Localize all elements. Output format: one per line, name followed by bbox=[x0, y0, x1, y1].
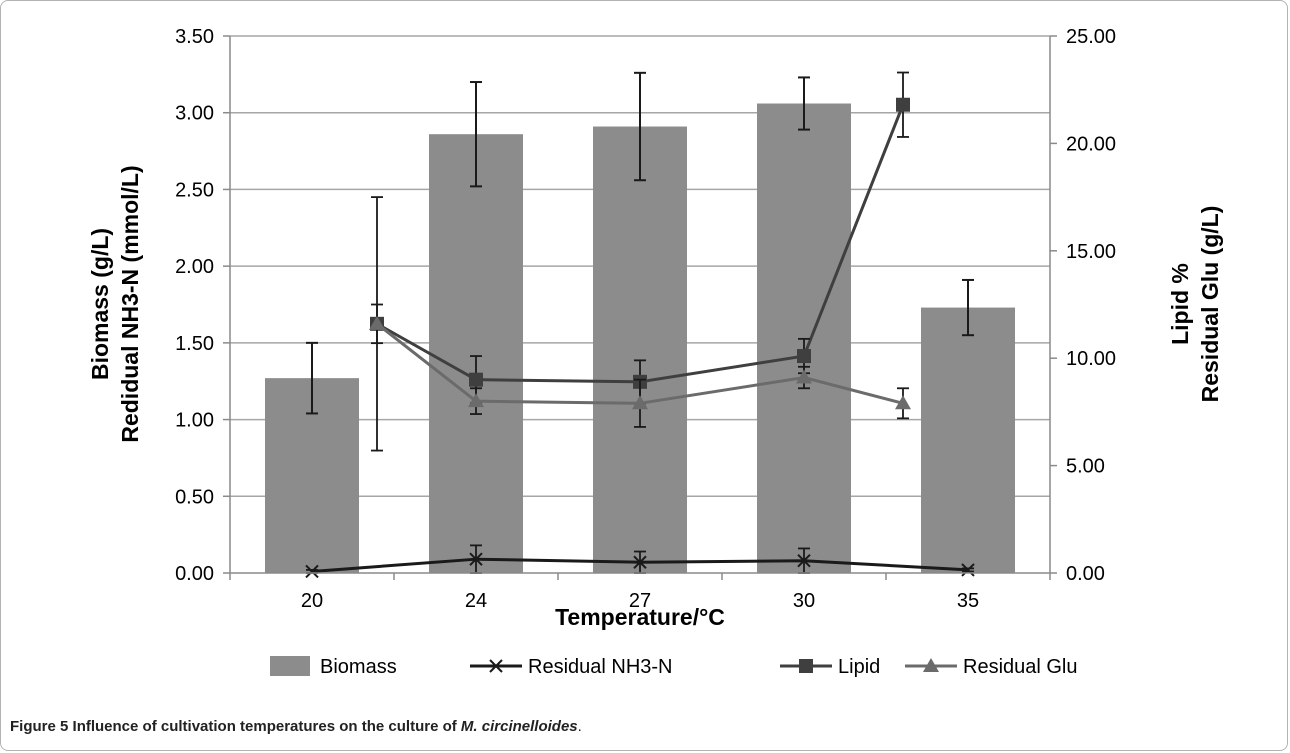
left-tick-label: 0.00 bbox=[175, 563, 214, 585]
x-marker-stroke bbox=[961, 563, 975, 577]
legend-item-residual-glu: Residual Glu bbox=[905, 656, 1078, 678]
left-axis-title-line2: Redidual NH3-N (mmol/L) bbox=[117, 165, 143, 442]
caption-label: Figure 5 bbox=[10, 718, 69, 735]
legend: Biomass Residual NH3-N Lipid Residual Glu bbox=[270, 656, 1078, 678]
grid-layer bbox=[230, 35, 1050, 498]
residual-glu-point bbox=[468, 393, 484, 408]
residual-glu-point bbox=[895, 395, 911, 410]
axis-layer: 0.00 0.50 1.00 1.50 2.00 2.50 3.00 3.50 0.00 5.00… bbox=[175, 26, 1116, 612]
figure-caption: Figure 5 Influence of cultivation temper… bbox=[10, 718, 582, 735]
biomass-bar bbox=[593, 126, 687, 573]
x-tick-label: 27 bbox=[629, 590, 651, 612]
right-axis-title-line2: Residual Glu (g/L) bbox=[1197, 206, 1223, 403]
x-tick-label: 24 bbox=[465, 590, 487, 612]
residual-nh3-n-point bbox=[961, 563, 975, 577]
right-axis-title-line1: Lipid % bbox=[1167, 263, 1193, 345]
legend-swatch bbox=[270, 656, 310, 676]
x-tick-label: 35 bbox=[957, 590, 979, 612]
caption-period: . bbox=[577, 718, 582, 735]
legend-item-lipid: Lipid bbox=[780, 656, 880, 678]
legend-label: Lipid bbox=[838, 656, 880, 678]
residual-nh3-n-point bbox=[469, 552, 483, 566]
legend-swatch-marker bbox=[489, 659, 503, 673]
biomass-bar bbox=[429, 134, 523, 574]
left-tick-label: 2.50 bbox=[175, 179, 214, 201]
legend-item-residual-nh3-n: Residual NH3-N bbox=[470, 656, 673, 678]
lipid-point bbox=[797, 349, 811, 364]
right-tick-label: 15.00 bbox=[1066, 241, 1116, 263]
left-tick-label: 1.50 bbox=[175, 333, 214, 355]
residual-glu-point bbox=[369, 315, 385, 330]
legend-label: Residual NH3-N bbox=[528, 656, 673, 678]
right-tick-label: 25.00 bbox=[1066, 26, 1116, 48]
left-tick-label: 1.00 bbox=[175, 410, 214, 432]
left-axis-title-line1: Biomass (g/L) bbox=[87, 228, 113, 380]
legend-swatch-marker bbox=[799, 659, 813, 673]
left-tick-label: 0.50 bbox=[175, 486, 214, 508]
x-axis-title: Temperature/°C bbox=[555, 604, 725, 630]
caption-text: Influence of cultivation temperatures on… bbox=[68, 718, 461, 735]
x-marker-stroke bbox=[489, 659, 503, 673]
caption-species: M. circinelloides bbox=[460, 718, 578, 735]
biomass-bar bbox=[921, 307, 1015, 573]
right-tick-label: 0.00 bbox=[1066, 563, 1105, 585]
residual-nh3-n-point bbox=[633, 555, 647, 569]
legend-label: Biomass bbox=[320, 656, 397, 678]
legend-item-biomass: Biomass bbox=[270, 656, 397, 678]
right-tick-label: 10.00 bbox=[1066, 348, 1116, 370]
x-tick-label: 20 bbox=[301, 590, 323, 612]
residual-nh3-n-point bbox=[305, 564, 319, 579]
residual-nh3-n-point bbox=[797, 554, 811, 568]
left-tick-label: 2.00 bbox=[175, 256, 214, 278]
x-marker-stroke bbox=[305, 564, 319, 579]
left-tick-label: 3.50 bbox=[175, 26, 214, 48]
residual-glu-point bbox=[796, 369, 812, 384]
label-layer: Temperature/°C Biomass (g/L) Redidual NH… bbox=[87, 165, 1223, 630]
right-tick-label: 20.00 bbox=[1066, 133, 1116, 155]
x-marker-stroke bbox=[797, 554, 811, 568]
bar-layer bbox=[265, 71, 1015, 574]
residual-glu-point bbox=[632, 395, 648, 410]
right-tick-label: 5.00 bbox=[1066, 456, 1105, 478]
x-marker-stroke bbox=[469, 552, 483, 566]
legend-label: Residual Glu bbox=[963, 656, 1078, 678]
lipid-point bbox=[469, 372, 483, 387]
x-marker-stroke bbox=[633, 555, 647, 569]
line-layer bbox=[305, 71, 975, 579]
legend-swatch-marker bbox=[923, 658, 939, 672]
x-tick-label: 30 bbox=[793, 590, 815, 612]
left-tick-label: 3.00 bbox=[175, 103, 214, 125]
lipid-point bbox=[896, 97, 910, 112]
